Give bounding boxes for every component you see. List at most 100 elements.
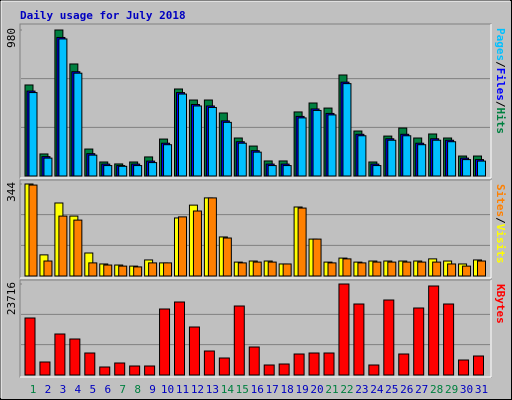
legend-entry: Files bbox=[494, 68, 507, 101]
x-tick-label: 3 bbox=[60, 383, 67, 396]
bar bbox=[387, 261, 397, 277]
bar bbox=[357, 135, 367, 177]
bar bbox=[267, 261, 277, 277]
bar bbox=[368, 364, 380, 376]
bar bbox=[278, 363, 290, 376]
bar bbox=[323, 352, 335, 376]
x-tick-label: 5 bbox=[89, 383, 96, 396]
x-tick-label: 31 bbox=[475, 383, 488, 396]
bar bbox=[207, 197, 217, 277]
bar bbox=[73, 219, 83, 277]
x-tick-label: 8 bbox=[134, 383, 141, 396]
x-tick-label: 29 bbox=[445, 383, 458, 396]
x-tick-label: 4 bbox=[75, 383, 82, 396]
bar bbox=[28, 184, 38, 277]
legend-separator: / bbox=[494, 101, 507, 108]
bar bbox=[387, 139, 397, 177]
bar bbox=[163, 144, 173, 177]
bar bbox=[207, 106, 217, 177]
bar bbox=[252, 261, 262, 277]
x-tick-label: 7 bbox=[119, 383, 126, 396]
x-tick-label: 13 bbox=[206, 383, 219, 396]
bar bbox=[237, 262, 247, 277]
bar bbox=[69, 338, 81, 376]
bar bbox=[293, 353, 305, 376]
bar bbox=[148, 262, 158, 277]
bar bbox=[338, 283, 350, 376]
x-tick-label: 6 bbox=[104, 383, 111, 396]
bar bbox=[192, 210, 202, 277]
bar bbox=[417, 144, 427, 177]
bar bbox=[473, 355, 484, 376]
bar bbox=[178, 216, 187, 277]
bar bbox=[402, 261, 412, 277]
x-tick-label: 14 bbox=[221, 383, 235, 396]
bar bbox=[417, 261, 427, 277]
bar bbox=[282, 165, 292, 177]
bar bbox=[24, 317, 36, 376]
legend-entry: Sites bbox=[494, 184, 507, 217]
bar bbox=[357, 262, 367, 277]
bar bbox=[233, 305, 245, 376]
bar bbox=[159, 308, 171, 376]
bar bbox=[222, 121, 232, 177]
bar bbox=[428, 285, 440, 376]
bar bbox=[477, 260, 486, 277]
x-tick-label: 1 bbox=[30, 383, 37, 396]
bar bbox=[118, 265, 128, 277]
x-tick-label: 12 bbox=[191, 383, 204, 396]
y-tick-label: 23716 bbox=[5, 282, 18, 315]
bar bbox=[222, 237, 232, 277]
bar bbox=[312, 238, 322, 277]
bar bbox=[398, 353, 410, 376]
legend-entry: KBytes bbox=[494, 284, 507, 324]
bar bbox=[192, 105, 202, 177]
x-tick-label: 16 bbox=[251, 383, 264, 396]
bar bbox=[462, 265, 472, 277]
bar bbox=[188, 326, 200, 376]
legend-separator: / bbox=[494, 217, 507, 224]
bar bbox=[282, 263, 292, 277]
x-tick-label: 24 bbox=[370, 383, 384, 396]
x-tick-label: 18 bbox=[281, 383, 294, 396]
bar bbox=[218, 357, 230, 376]
bar bbox=[163, 262, 173, 277]
bar bbox=[133, 266, 143, 277]
bar bbox=[327, 114, 337, 177]
legend-entry: Visits bbox=[494, 224, 507, 264]
bar bbox=[174, 301, 185, 376]
bar bbox=[432, 139, 442, 177]
x-tick-label: 22 bbox=[340, 383, 353, 396]
x-tick-label: 9 bbox=[149, 383, 156, 396]
bar bbox=[402, 135, 412, 177]
bar bbox=[129, 365, 141, 376]
legend: Pages/Files/Hits bbox=[494, 28, 507, 134]
bar bbox=[248, 346, 260, 376]
legend-separator: / bbox=[494, 61, 507, 68]
legend: KBytes bbox=[494, 284, 507, 324]
bar bbox=[144, 365, 156, 376]
bar bbox=[297, 117, 307, 177]
bar bbox=[477, 160, 486, 177]
bar bbox=[443, 303, 455, 376]
x-tick-label: 25 bbox=[385, 383, 398, 396]
legend-entry: Pages bbox=[494, 28, 507, 61]
bar bbox=[73, 72, 83, 177]
bar bbox=[447, 141, 457, 177]
bar bbox=[103, 264, 113, 277]
legend-entry: Hits bbox=[494, 108, 507, 135]
x-tick-label: 27 bbox=[415, 383, 428, 396]
bar bbox=[342, 83, 352, 177]
bar bbox=[327, 262, 337, 277]
x-tick-label: 28 bbox=[430, 383, 443, 396]
bar bbox=[342, 258, 352, 277]
bar bbox=[413, 307, 425, 376]
bar bbox=[383, 299, 395, 376]
x-tick-label: 10 bbox=[161, 383, 174, 396]
bar bbox=[133, 165, 143, 177]
y-tick-label: 980 bbox=[5, 28, 18, 48]
x-tick-label: 26 bbox=[400, 383, 413, 396]
bar bbox=[84, 352, 96, 376]
bar bbox=[118, 165, 128, 177]
